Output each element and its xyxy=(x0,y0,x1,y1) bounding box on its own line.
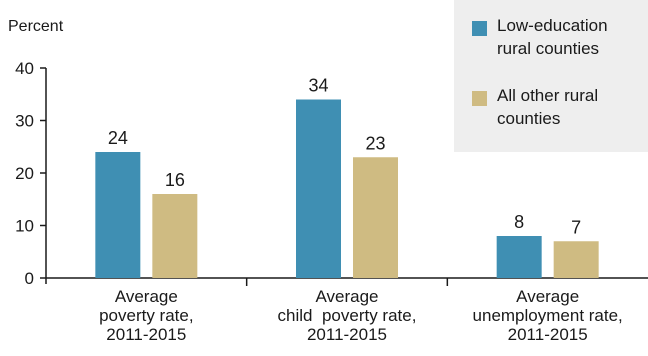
x-category-label: 2011-2015 xyxy=(508,325,588,344)
x-category-label: child poverty rate, xyxy=(278,306,417,325)
bar-low-education xyxy=(496,236,542,278)
bar-value-label: 16 xyxy=(165,170,185,190)
legend-item-all-other-rural: All other rural counties xyxy=(472,84,647,130)
x-category-label: unemployment rate, xyxy=(473,306,623,325)
bar-value-label: 7 xyxy=(571,217,581,237)
legend-item-low-education: Low-education rural counties xyxy=(472,14,647,60)
x-category-label: Average xyxy=(115,287,178,306)
x-category-label: 2011-2015 xyxy=(106,325,186,344)
legend-label-line: rural counties xyxy=(497,39,600,58)
bar-all-other-rural xyxy=(553,241,599,278)
x-category-label: Average xyxy=(516,287,579,306)
bar-value-label: 8 xyxy=(514,212,524,232)
bar-value-label: 23 xyxy=(365,133,385,153)
y-tick-label: 40 xyxy=(15,59,34,78)
x-category-label: 2011-2015 xyxy=(307,325,387,344)
chart-legend: Low-education rural counties All other r… xyxy=(454,0,648,152)
y-tick-label: 10 xyxy=(15,217,34,236)
legend-label-line: counties xyxy=(497,109,561,128)
bar-value-label: 24 xyxy=(108,128,128,148)
y-tick-label: 30 xyxy=(15,112,34,131)
legend-swatch-all-other-rural xyxy=(472,91,487,106)
legend-label-line: Low-education xyxy=(497,16,608,35)
bar-low-education xyxy=(95,152,141,278)
bar-low-education xyxy=(296,99,341,278)
bar-all-other-rural xyxy=(353,157,398,278)
bar-all-other-rural xyxy=(152,194,198,278)
legend-swatch-low-education xyxy=(472,21,487,36)
legend-label-line: All other rural xyxy=(497,86,599,105)
bar-value-label: 34 xyxy=(308,76,328,96)
y-axis-label: Percent xyxy=(8,18,64,35)
x-category-label: poverty rate, xyxy=(99,306,194,325)
y-tick-label: 0 xyxy=(25,269,34,288)
x-category-label: Average xyxy=(315,287,378,306)
y-tick-label: 20 xyxy=(15,164,34,183)
